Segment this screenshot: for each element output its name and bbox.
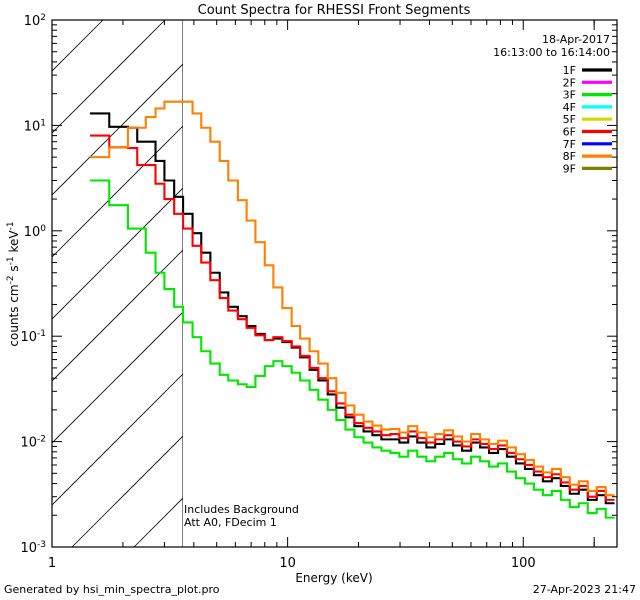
legend-label-2f: 2F — [563, 76, 576, 89]
axis-ticks-group — [51, 19, 617, 548]
series-line-1f — [90, 112, 615, 505]
series-line-8f — [90, 100, 615, 497]
legend-label-6f: 6F — [563, 126, 576, 139]
x-tick-label: 100 — [511, 556, 536, 571]
legend-label-5f: 5F — [563, 113, 576, 126]
x-tick-label: 1 — [48, 556, 56, 571]
data-curves-group — [90, 100, 615, 519]
legend-label-3f: 3F — [563, 89, 576, 102]
y-axis-title: counts cm-2 s-1 keV-1 — [6, 221, 21, 346]
axis-tick-labels-group: 1 10 100 10-3 10-2 10-1 100 101 102 — [20, 13, 535, 571]
footer-timestamp: 27-Apr-2023 21:47 — [533, 583, 636, 596]
page-title: Count Spectra for RHESSI Front Segments — [198, 3, 471, 18]
annotation-attenuator-state: Att A0, FDecim 1 — [184, 516, 277, 529]
x-axis-title: Energy (keV) — [295, 571, 372, 585]
legend-label-8f: 8F — [563, 150, 576, 163]
y-tick-label: 100 — [24, 224, 47, 240]
y-tick-label: 101 — [24, 118, 46, 134]
series-line-6f — [90, 134, 615, 501]
annotation-includes-background: Includes Background — [184, 503, 299, 516]
y-tick-label: 10-1 — [20, 329, 46, 345]
x-tick-label: 10 — [279, 556, 296, 571]
legend-label-9f: 9F — [563, 162, 576, 175]
legend-label-1f: 1F — [563, 64, 576, 77]
svg-text:counts cm-2 s-1 keV-1: counts cm-2 s-1 keV-1 — [6, 221, 21, 346]
observation-date: 18-Apr-2017 — [542, 33, 610, 46]
plot-frame — [51, 19, 618, 548]
observation-time-range: 16:13:00 to 16:14:00 — [493, 46, 610, 59]
hatched-exclusion-region — [52, 20, 183, 547]
legend-label-4f: 4F — [563, 101, 576, 114]
y-tick-label: 10-3 — [20, 540, 46, 556]
footer-generated-by: Generated by hsi_min_spectra_plot.pro — [4, 583, 220, 596]
series-line-3f — [90, 179, 615, 519]
y-tick-label: 102 — [24, 13, 46, 29]
y-tick-label: 10-2 — [20, 435, 46, 451]
legend-label-7f: 7F — [563, 138, 576, 151]
